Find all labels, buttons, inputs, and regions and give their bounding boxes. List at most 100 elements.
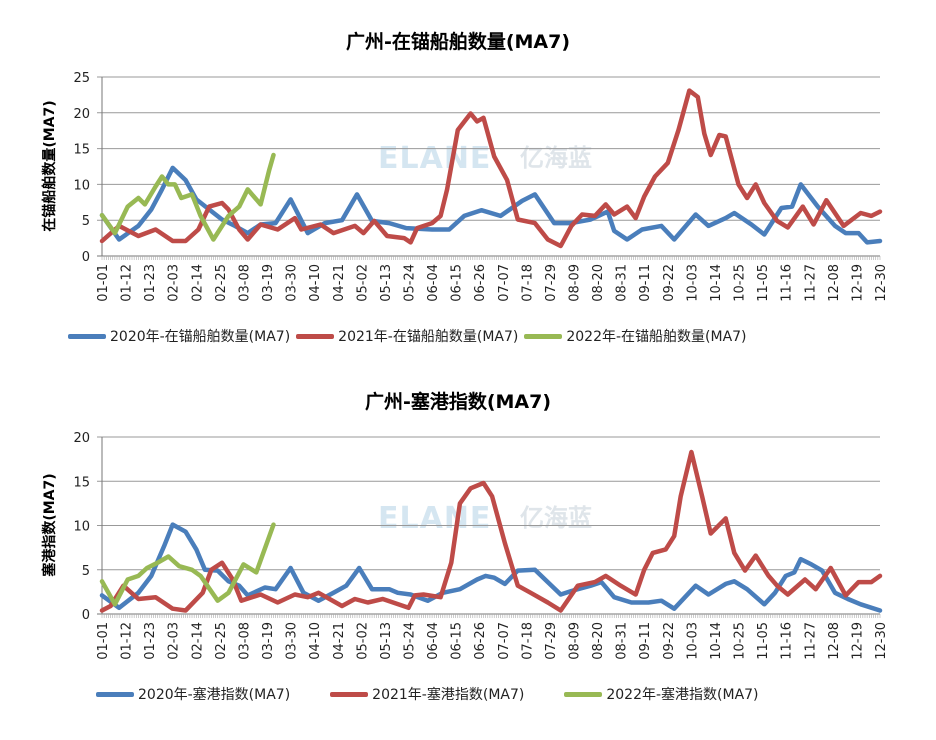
x-tick-label: 12-08	[827, 264, 842, 302]
x-tick-label: 02-25	[214, 264, 229, 302]
x-tick-label: 01-12	[120, 622, 135, 660]
chart-congestion-index: ELANE 亿海蓝 广州-塞港指数(MA7) 塞港指数(MA7) 0 5 10 15 2…	[41, 390, 889, 660]
x-tick-label: 06-04	[426, 264, 441, 302]
chart-title: 广州-塞港指数(MA7)	[365, 390, 551, 413]
y-tick-label: 10	[73, 520, 90, 535]
watermark-logo: ELANE	[378, 501, 491, 536]
x-tick-label: 11-27	[803, 622, 818, 660]
x-tick-label: 11-16	[780, 622, 795, 660]
legend-item: 2020年-在锚船舶数量(MA7)	[68, 326, 290, 346]
legend-label: 2021年-在锚船舶数量(MA7)	[338, 329, 519, 345]
x-tick-label: 04-21	[332, 264, 347, 302]
x-tick-label: 05-02	[355, 264, 370, 302]
legend-label: 2022年-在锚船舶数量(MA7)	[566, 329, 747, 345]
legend-label: 2020年-塞港指数(MA7)	[138, 687, 291, 703]
legend-swatch	[96, 691, 134, 697]
x-tick-label: 09-22	[662, 264, 677, 302]
x-tick-label: 09-11	[638, 264, 653, 302]
x-tick-label: 09-11	[638, 622, 653, 660]
legend-item: 2020年-塞港指数(MA7)	[96, 684, 290, 704]
legend-swatch	[296, 333, 335, 339]
y-tick-label: 15	[73, 143, 90, 158]
x-tick-label: 12-19	[850, 264, 865, 302]
legend: 2020年-塞港指数(MA7) 2021年-塞港指数(MA7) 2022年-塞港…	[96, 684, 765, 704]
x-tick-label: 12-30	[874, 622, 889, 660]
y-tick-label: 5	[82, 214, 90, 229]
x-tick-label: 10-14	[709, 622, 724, 660]
x-tick-label: 04-21	[332, 622, 347, 660]
x-tick-label: 02-25	[214, 622, 229, 660]
x-tick-label: 02-03	[167, 622, 182, 660]
y-tick-label: 0	[82, 250, 90, 265]
legend-label: 2022年-塞港指数(MA7)	[606, 687, 759, 703]
x-tick-label: 03-30	[285, 622, 300, 660]
x-tick-label: 05-13	[379, 264, 394, 302]
x-tick-label: 05-13	[379, 622, 394, 660]
chart-title: 广州-在锚船舶数量(MA7)	[346, 30, 570, 53]
legend-item: 2021年-在锚船舶数量(MA7)	[296, 326, 518, 346]
x-tick-label: 03-19	[261, 264, 276, 302]
legend: 2020年-在锚船舶数量(MA7) 2021年-在锚船舶数量(MA7) 2022…	[68, 326, 753, 346]
series-line-3	[99, 152, 276, 242]
x-tick-label: 05-02	[355, 622, 370, 660]
x-tick-label: 07-29	[544, 264, 559, 302]
x-tick-label: 10-14	[709, 264, 724, 302]
x-tick-label: 08-09	[568, 264, 583, 302]
plot-area: 0 5 10 15 20 01-01 01-12 01-23 02-03 02-14 02-25 03…	[73, 431, 889, 660]
x-tick-label: 11-27	[803, 264, 818, 302]
y-axis-label: 塞港指数(MA7)	[41, 473, 58, 576]
y-tick-label: 10	[73, 178, 90, 193]
legend-swatch	[564, 691, 603, 697]
x-tick-label: 01-12	[120, 264, 135, 302]
y-tick-label: 0	[82, 608, 90, 623]
x-tick-label: 07-18	[520, 622, 535, 660]
x-tick-label: 09-22	[662, 622, 677, 660]
x-tick-label: 06-15	[450, 622, 465, 660]
x-tick-label: 08-09	[568, 622, 583, 660]
x-tick-label: 02-03	[167, 264, 182, 302]
legend-swatch	[68, 333, 106, 339]
x-tick-label: 01-23	[143, 622, 158, 660]
x-tick-label: 01-01	[96, 264, 111, 302]
x-tick-label: 03-08	[237, 264, 252, 302]
x-tick-label: 03-19	[261, 622, 276, 660]
x-tick-label: 01-23	[143, 264, 158, 302]
x-tick-label: 11-16	[780, 264, 795, 302]
x-tick-label: 10-03	[685, 264, 700, 302]
x-tick-label: 12-08	[827, 622, 842, 660]
x-tick-label: 05-24	[402, 622, 417, 660]
x-tick-label: 12-19	[850, 622, 865, 660]
legend-label: 2021年-塞港指数(MA7)	[372, 687, 525, 703]
x-tick-label: 12-30	[874, 264, 889, 302]
x-tick-label: 10-03	[685, 622, 700, 660]
x-tick-label: 01-01	[96, 622, 111, 660]
x-tick-label: 03-30	[285, 264, 300, 302]
y-tick-label: 15	[73, 475, 90, 490]
series-line-2	[99, 88, 883, 249]
x-tick-label: 04-10	[308, 622, 323, 660]
x-tick-label: 10-25	[733, 622, 748, 660]
x-tick-label: 11-05	[756, 622, 771, 660]
x-tick-label: 07-29	[544, 622, 559, 660]
x-tick-label: 07-18	[520, 264, 535, 302]
x-tick-label: 06-04	[426, 622, 441, 660]
series-line-1	[99, 522, 883, 613]
watermark-cn: 亿海蓝	[520, 504, 592, 532]
y-axis-label: 在锚船舶数量(MA7)	[41, 100, 58, 231]
series-line-1	[99, 165, 883, 245]
legend-label: 2020年-在锚船舶数量(MA7)	[110, 329, 291, 345]
legend-item: 2021年-塞港指数(MA7)	[330, 684, 524, 704]
legend-item: 2022年-在锚船舶数量(MA7)	[524, 326, 747, 346]
x-tick-label: 08-31	[615, 264, 630, 302]
x-tick-label: 08-31	[615, 622, 630, 660]
y-tick-label: 25	[73, 71, 90, 86]
x-tick-label: 06-15	[450, 264, 465, 302]
x-tick-label: 08-20	[591, 264, 606, 302]
series-line-3	[99, 522, 276, 607]
plot-area: 0 5 10 15 20 25 01-01 01-12 01-23 02-03 02-14 02-25…	[73, 71, 889, 302]
x-tick-label: 10-25	[733, 264, 748, 302]
x-tick-label: 11-05	[756, 264, 771, 302]
x-tick-label: 07-07	[497, 264, 512, 302]
x-tick-label: 06-26	[473, 622, 488, 660]
